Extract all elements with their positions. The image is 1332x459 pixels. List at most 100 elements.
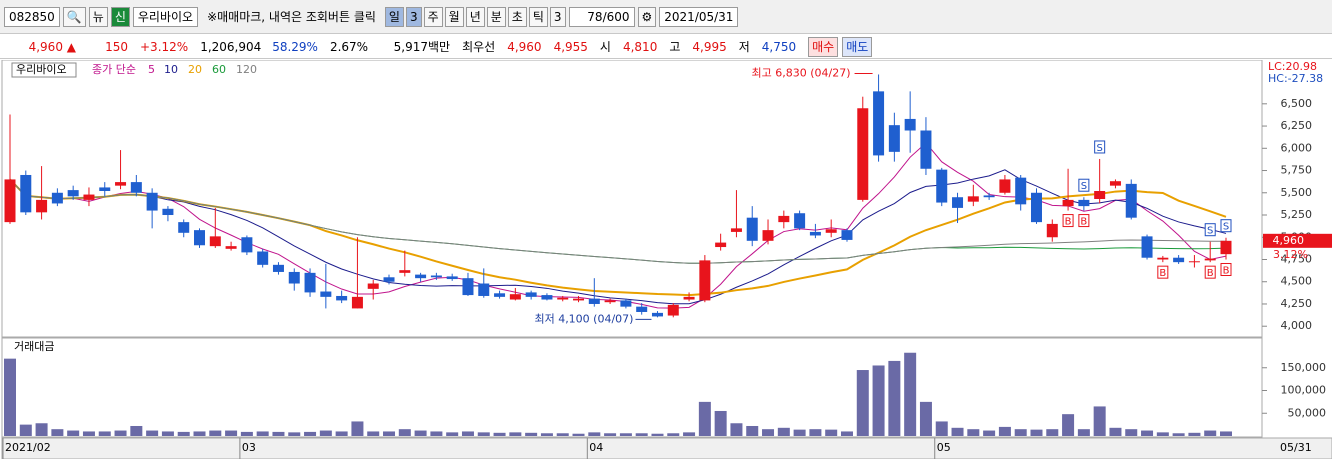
rate: +3.12% bbox=[140, 39, 189, 54]
candle-body bbox=[67, 190, 79, 197]
chart: 4,0004,2504,5004,7505,0005,2505,5005,750… bbox=[1, 60, 1332, 459]
volume-bar bbox=[698, 401, 711, 436]
candle-body bbox=[746, 217, 758, 241]
volume-bar bbox=[288, 432, 301, 436]
ratio: 58.29% bbox=[272, 39, 318, 54]
candle-body bbox=[399, 270, 411, 273]
ma-label: 종가 단순 bbox=[92, 63, 136, 76]
candle-body bbox=[857, 108, 869, 200]
tool-button[interactable]: ⚙ bbox=[637, 6, 657, 27]
candle-body bbox=[730, 228, 742, 232]
candle-body bbox=[272, 264, 284, 272]
candle-body bbox=[1078, 199, 1090, 207]
new-button[interactable]: 뉴 bbox=[88, 6, 108, 27]
volume-bar bbox=[951, 427, 964, 436]
volume-bar bbox=[130, 425, 143, 436]
signal-mark bbox=[1078, 214, 1090, 228]
volume-bar bbox=[998, 426, 1011, 436]
candle-body bbox=[130, 182, 142, 193]
y-tick-label: 4,000 bbox=[1281, 319, 1313, 332]
candle-body bbox=[1030, 192, 1042, 223]
volume-bar bbox=[1077, 429, 1090, 436]
date-input[interactable]: 2021/05/31 bbox=[659, 6, 739, 27]
search-button[interactable]: 🔍 bbox=[62, 6, 86, 27]
candle-body bbox=[651, 312, 663, 317]
signal-mark bbox=[1062, 214, 1074, 228]
lc-label: LC:20.98 bbox=[1268, 60, 1317, 73]
y-tick-label: 6,000 bbox=[1281, 141, 1313, 154]
period-button[interactable]: 분 bbox=[486, 6, 506, 27]
code-input[interactable]: 082850 bbox=[4, 6, 60, 27]
ma-legend: 60 bbox=[212, 63, 226, 76]
candle-body bbox=[509, 294, 521, 300]
volume-bar bbox=[919, 401, 932, 436]
candle-body bbox=[478, 283, 490, 296]
candle-body bbox=[162, 208, 174, 216]
candle-body bbox=[257, 251, 269, 265]
ma-legend: 120 bbox=[236, 63, 257, 76]
period-button[interactable]: 3 bbox=[405, 6, 422, 27]
last-price: 4,960 bbox=[1273, 234, 1305, 247]
signal-label: B bbox=[1065, 217, 1072, 228]
low-note: 최저 4,100 (04/07) bbox=[534, 312, 633, 325]
volume-bar bbox=[651, 433, 664, 436]
y-tick-label: 6,500 bbox=[1281, 97, 1313, 110]
period-button[interactable]: 틱 bbox=[528, 6, 548, 27]
y-tick-label: 50,000 bbox=[1288, 406, 1327, 419]
price: 4,960 ▲ bbox=[28, 39, 76, 54]
candle-body bbox=[99, 187, 111, 191]
label: 고 bbox=[669, 40, 681, 54]
candle-body bbox=[1220, 240, 1232, 255]
sell-button[interactable]: 매도 bbox=[842, 36, 873, 57]
volume-bar bbox=[635, 433, 648, 436]
signal-label: S bbox=[1223, 222, 1229, 233]
candle-body bbox=[51, 192, 63, 204]
volume-bar bbox=[225, 430, 238, 436]
label: 저 bbox=[738, 40, 750, 54]
candle-body bbox=[967, 196, 979, 202]
ma-line bbox=[9, 179, 1227, 264]
candle-body bbox=[1204, 258, 1216, 261]
credit-badge[interactable]: 신 bbox=[110, 6, 130, 27]
volume: 1,206,904 bbox=[200, 39, 262, 54]
y-tick-label: 5,250 bbox=[1281, 208, 1313, 221]
volume-bar bbox=[98, 431, 111, 436]
volume-bar bbox=[430, 431, 443, 436]
candle-body bbox=[557, 297, 569, 300]
volume-bar bbox=[1014, 429, 1027, 436]
volume-bar bbox=[493, 432, 506, 436]
buy-button[interactable]: 매수 bbox=[808, 36, 839, 57]
volume-bar bbox=[51, 429, 64, 436]
candle-body bbox=[873, 91, 885, 156]
volume-bar bbox=[1156, 432, 1169, 436]
period-button[interactable]: 3 bbox=[549, 6, 566, 27]
candle-body bbox=[999, 179, 1011, 193]
period-button[interactable]: 일 bbox=[384, 6, 404, 27]
candle-body bbox=[115, 182, 127, 186]
y-tick-label: 100,000 bbox=[1281, 384, 1327, 397]
signal-label: B bbox=[1223, 265, 1230, 276]
period-button[interactable]: 주 bbox=[423, 6, 443, 27]
candle-body bbox=[1062, 199, 1074, 207]
y-tick-label: 6,250 bbox=[1281, 119, 1313, 132]
volume-bar bbox=[477, 432, 490, 436]
period-button[interactable]: 년 bbox=[465, 6, 485, 27]
volume-bar bbox=[825, 429, 838, 436]
x-tick-label: 04 bbox=[589, 441, 603, 454]
volume-bar bbox=[351, 421, 364, 436]
signal-mark bbox=[1204, 223, 1216, 237]
volume-bar bbox=[35, 423, 48, 436]
candle-body bbox=[794, 213, 806, 229]
candle-body bbox=[36, 199, 48, 213]
signal-mark bbox=[1094, 140, 1106, 154]
period-button[interactable]: 초 bbox=[507, 6, 527, 27]
candle-body bbox=[462, 278, 474, 296]
volume-bar bbox=[367, 431, 380, 436]
notice: ※매매마크, 내역은 조회버튼 클릭 bbox=[207, 10, 376, 24]
volume-bar bbox=[256, 431, 269, 436]
volume-bar bbox=[446, 432, 459, 436]
price-panel bbox=[1, 60, 1263, 338]
period-button[interactable]: 월 bbox=[444, 6, 464, 27]
candle-body bbox=[573, 298, 585, 301]
